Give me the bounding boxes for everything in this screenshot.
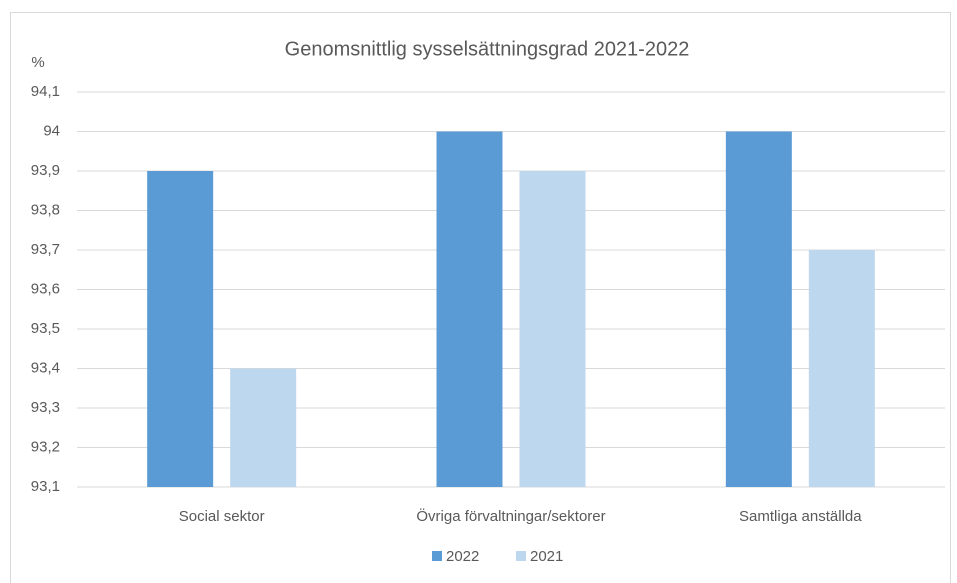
chart-title: Genomsnittlig sysselsättningsgrad 2021-2…	[285, 38, 690, 60]
y-tick-label: 93,5	[31, 320, 60, 337]
legend-label: 2021	[530, 548, 563, 565]
x-tick-label: Social sektor	[179, 508, 265, 525]
x-tick-label: Övriga förvaltningar/sektorer	[416, 507, 605, 525]
y-axis-label: %	[31, 54, 44, 71]
y-tick-label: 93,1	[31, 478, 60, 495]
bar	[808, 250, 875, 487]
x-tick-label: Samtliga anställda	[739, 508, 862, 525]
y-tick-label: 93,3	[31, 399, 60, 416]
bar	[147, 171, 214, 487]
y-tick-label: 93,9	[31, 162, 60, 179]
y-tick-label: 93,6	[31, 280, 60, 297]
y-tick-label: 93,2	[31, 438, 60, 455]
bar	[436, 131, 503, 487]
y-tick-label: 93,8	[31, 201, 60, 218]
chart-border	[10, 12, 951, 583]
bar	[725, 131, 792, 487]
y-tick-label: 93,4	[31, 359, 60, 376]
y-tick-label: 94,1	[31, 83, 60, 100]
legend-swatch	[432, 551, 442, 561]
bar	[230, 368, 297, 487]
bar	[519, 171, 586, 487]
y-tick-label: 93,7	[31, 241, 60, 258]
y-tick-label: 94	[43, 122, 60, 139]
legend-label: 2022	[446, 548, 479, 565]
legend-swatch	[516, 551, 526, 561]
